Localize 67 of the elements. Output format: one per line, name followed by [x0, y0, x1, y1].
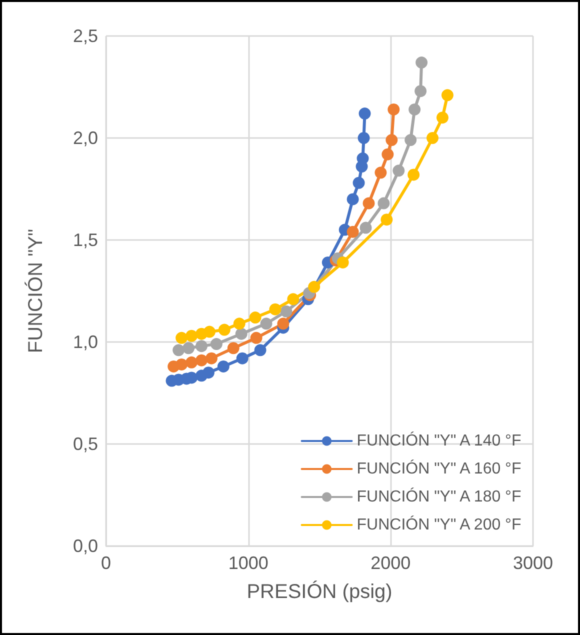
point [205, 352, 218, 364]
y-tick-label: 2,5 [72, 26, 98, 46]
point [388, 103, 400, 116]
point [196, 340, 208, 352]
point [186, 356, 198, 368]
y-tick-label: 0,5 [72, 434, 98, 454]
y-tick-label: 1,5 [72, 230, 98, 250]
point [280, 305, 292, 318]
point [172, 344, 185, 356]
point [176, 332, 188, 344]
point [182, 342, 195, 354]
point [358, 108, 371, 120]
point [217, 360, 230, 372]
point [196, 354, 208, 366]
point [382, 148, 394, 160]
point [236, 352, 248, 364]
point [358, 132, 370, 144]
y-tick-label: 1,0 [72, 332, 98, 352]
point [218, 324, 230, 336]
point [360, 222, 372, 234]
point [362, 197, 375, 210]
point [254, 344, 266, 356]
point [176, 358, 188, 370]
point [336, 256, 349, 268]
y-tick-label: 2,0 [72, 128, 98, 148]
point [378, 197, 390, 210]
point [227, 342, 240, 354]
point [356, 152, 369, 164]
point [202, 366, 214, 379]
legend-label: FUNCIÓN "Y" A 200 °F [356, 516, 522, 534]
legend-label: FUNCIÓN "Y" A 160 °F [356, 460, 522, 478]
point [203, 326, 216, 338]
point [414, 85, 427, 98]
point [277, 318, 290, 330]
x-tick-label: 1000 [228, 553, 268, 573]
x-tick-label: 3000 [512, 553, 554, 573]
point [269, 303, 282, 316]
point [352, 176, 365, 189]
point [260, 318, 272, 330]
point [308, 280, 320, 293]
point [380, 214, 393, 226]
point [210, 338, 222, 350]
y-tick-label: 0,0 [72, 536, 98, 556]
point [249, 312, 262, 324]
x-tick-label: 0 [100, 553, 112, 573]
point [436, 112, 448, 124]
x-tick-label: 2000 [370, 553, 411, 573]
point [186, 330, 198, 342]
y-axis-title: FUNCIÓN "Y" [24, 228, 47, 354]
point [250, 332, 262, 344]
point [346, 226, 359, 238]
point [287, 293, 300, 306]
point [404, 134, 417, 146]
point [374, 166, 387, 179]
point [346, 193, 359, 206]
x-axis-title: PRESIÓN (psig) [246, 580, 392, 603]
point [408, 103, 421, 116]
point [386, 134, 398, 146]
legend-label: FUNCIÓN "Y" A 180 °F [356, 488, 522, 506]
legend-label: FUNCIÓN "Y" A 140 °F [356, 432, 522, 450]
point [233, 318, 246, 330]
point [441, 89, 454, 102]
point [408, 168, 420, 181]
point [235, 328, 248, 340]
point [426, 132, 439, 144]
point [392, 164, 405, 177]
point [416, 56, 428, 69]
